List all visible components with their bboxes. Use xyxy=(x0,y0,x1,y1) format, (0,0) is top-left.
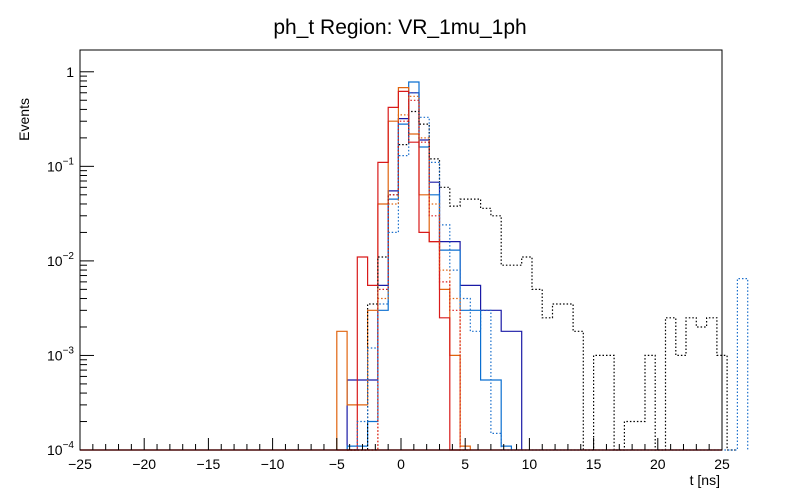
x-axis-label: t [ns] xyxy=(690,472,720,488)
x-tick-label: 15 xyxy=(586,456,602,472)
x-tick-label: 0 xyxy=(397,456,405,472)
series-blue-solid xyxy=(346,81,512,450)
y-tick-label: 10−2 xyxy=(47,251,74,269)
x-tick-label: −25 xyxy=(68,456,92,472)
series-blue-dotted xyxy=(356,92,749,451)
x-tick-label: −20 xyxy=(132,456,156,472)
series-black-dotted xyxy=(347,110,738,451)
x-tick-label: 5 xyxy=(461,456,469,472)
y-tick-label: 10−3 xyxy=(47,345,74,363)
y-axis: 1 10−1 10−2 10−3 10−4 xyxy=(47,64,94,458)
y-tick-label: 10−1 xyxy=(47,156,74,174)
series-layer xyxy=(80,81,749,451)
x-tick-label: 20 xyxy=(650,456,666,472)
plot-frame xyxy=(79,49,723,451)
x-axis: −25 −20 −15 −10 −5 0 5 10 15 20 25 xyxy=(68,438,730,472)
series-orange-dotted xyxy=(347,95,471,451)
x-tick-label: −5 xyxy=(329,456,345,472)
series-dark-blue-solid xyxy=(346,92,523,450)
x-tick-label: 10 xyxy=(522,456,538,472)
chart-title: ph_t Region: VR_1mu_1ph xyxy=(273,16,526,39)
series-red-dotted xyxy=(347,99,471,451)
x-tick-label: −15 xyxy=(197,456,221,472)
x-tick-label: 25 xyxy=(714,456,730,472)
y-axis-label: Events xyxy=(16,98,32,141)
x-tick-label: −10 xyxy=(261,456,285,472)
y-tick-label: 10−4 xyxy=(47,440,74,458)
y-tick-label: 1 xyxy=(66,64,74,80)
